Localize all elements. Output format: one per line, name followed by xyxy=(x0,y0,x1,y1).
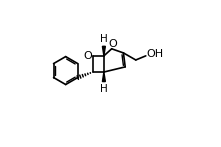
Polygon shape xyxy=(102,46,105,56)
Text: OH: OH xyxy=(147,49,164,59)
Text: H: H xyxy=(100,34,108,44)
Text: O: O xyxy=(83,51,92,61)
Text: O: O xyxy=(108,39,117,49)
Polygon shape xyxy=(102,72,105,82)
Text: H: H xyxy=(100,84,108,94)
